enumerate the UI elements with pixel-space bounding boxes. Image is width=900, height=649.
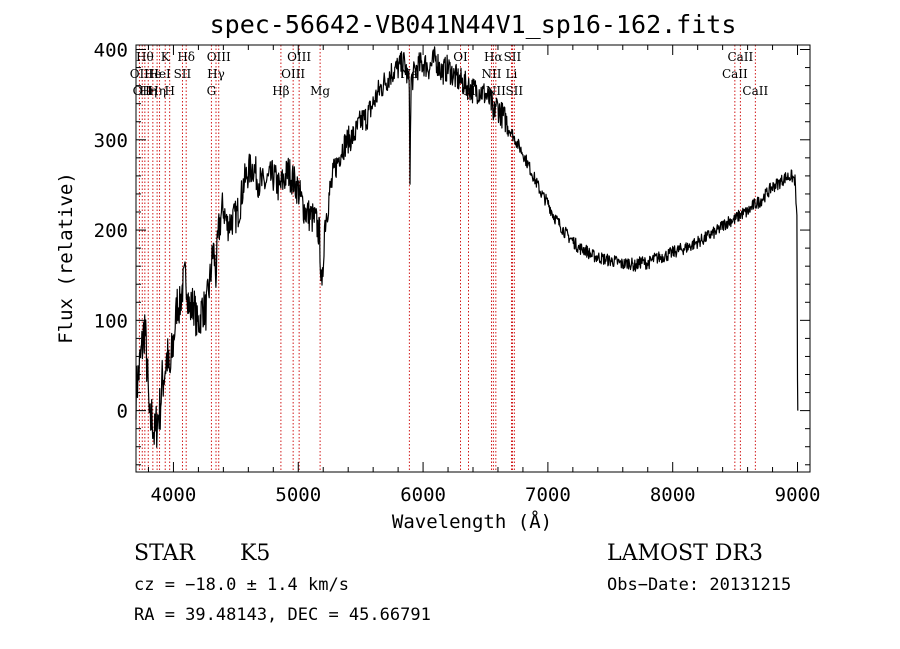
line-label-27: CaII [722,67,748,81]
line-label-22: Hα [484,50,503,64]
line-label-17: Mg [310,84,330,98]
y-tick-label-0: 0 [117,401,128,423]
survey-name: LAMOST DR3 [607,541,763,566]
line-label-3: Hη [139,84,157,98]
line-label-6: HeI [148,67,171,81]
y-axis-ticks: 0 100 200 300 400 [94,40,810,466]
line-label-24: Li [506,67,518,81]
x-tick-label-1: 5000 [275,484,321,506]
y-tick-label-4: 400 [94,40,128,62]
line-label-19: OI [453,50,468,64]
line-label-11: G [207,84,217,98]
y-tick-label-1: 100 [94,310,128,332]
line-label-8: H [164,84,174,98]
x-tick-label-5: 9000 [775,484,821,506]
y-tick-label-3: 300 [94,130,128,152]
flux-series [135,46,799,448]
line-label-16: OIII [287,50,311,64]
line-label-25: SII [504,50,522,64]
line-label-29: CaII [742,84,768,98]
x-tick-label-3: 7000 [525,484,571,506]
spectral-line-labels: OIIOIIHθHηHeHηHeIKHSIIHδGHγOIIIHβOIIIOII… [130,50,769,98]
line-label-4: He [144,67,162,81]
line-label-9: SII [174,67,192,81]
x-axis-ticks: 4000 5000 6000 7000 8000 9000 [147,45,821,506]
y-tick-label-2: 200 [94,220,128,242]
x-tick-label-4: 8000 [650,484,696,506]
obs-date: Obs−Date: 20131215 [607,575,791,595]
line-label-15: OIII [281,67,305,81]
object-class: STAR [134,541,196,566]
line-label-7: K [161,50,171,64]
x-tick-label-2: 6000 [400,484,446,506]
line-label-13: OIII [207,50,231,64]
spectral-line-markers [138,45,756,472]
line-label-2: Hθ [136,50,154,64]
line-label-5: Hη [148,84,166,98]
line-label-21: NII [481,67,501,81]
line-label-26: SII [505,84,523,98]
redshift-cz: cz = −18.0 ± 1.4 km/s [134,575,349,595]
line-label-0: OII [130,67,150,81]
line-label-10: Hδ [177,50,195,64]
object-subclass: K5 [240,541,270,566]
x-axis-label: Wavelength (Å) [392,510,552,533]
ra-dec: RA = 39.48143, DEC = 45.66791 [134,605,431,625]
plot-frame [135,44,811,473]
x-tick-label-0: 4000 [151,484,197,506]
y-axis-label: Flux (relative) [55,172,77,344]
line-label-1: OII [133,84,153,98]
line-label-12: Hγ [207,67,225,81]
line-label-14: Hβ [272,84,289,98]
line-label-28: CaII [727,50,753,64]
chart-title: spec-56642-VB041N44V1_sp16-162.fits [210,10,737,39]
